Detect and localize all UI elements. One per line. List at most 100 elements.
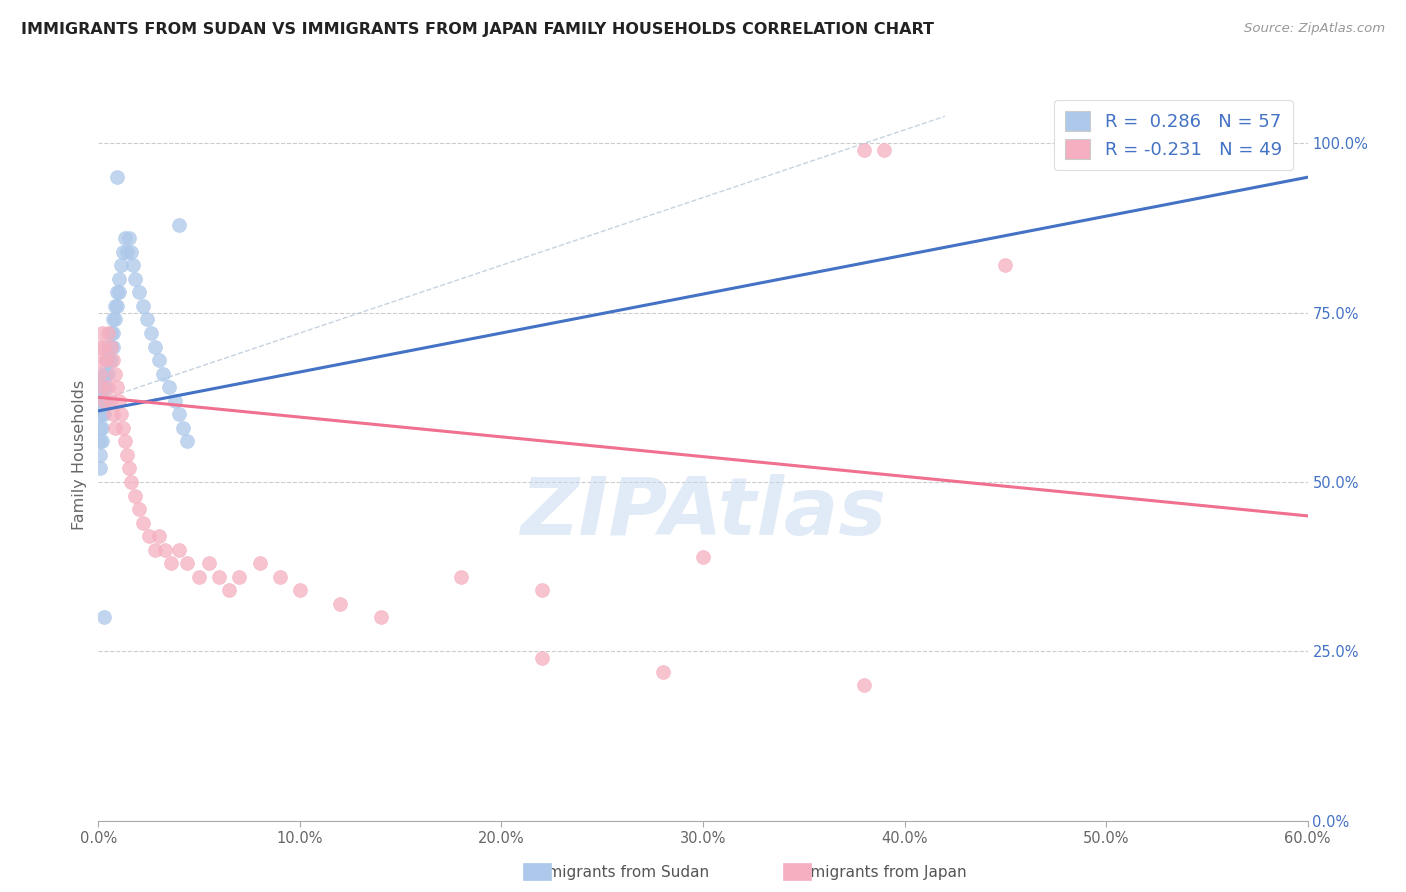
Text: IMMIGRANTS FROM SUDAN VS IMMIGRANTS FROM JAPAN FAMILY HOUSEHOLDS CORRELATION CHA: IMMIGRANTS FROM SUDAN VS IMMIGRANTS FROM… <box>21 22 934 37</box>
Point <box>97 380 120 394</box>
Point <box>93 407 115 421</box>
Point <box>101 312 124 326</box>
Point <box>89 387 111 401</box>
Point <box>101 353 124 368</box>
Point <box>228 570 250 584</box>
Point <box>530 651 553 665</box>
Point <box>105 380 128 394</box>
Point <box>96 353 118 368</box>
Point <box>152 367 174 381</box>
Point <box>135 312 157 326</box>
Point <box>107 393 129 408</box>
Point <box>89 340 111 354</box>
Point <box>143 542 166 557</box>
Point <box>107 272 129 286</box>
Point <box>148 529 170 543</box>
Point <box>269 570 291 584</box>
Point <box>100 326 122 340</box>
Point <box>111 244 134 259</box>
Point <box>124 272 146 286</box>
Point <box>97 367 120 381</box>
Point <box>143 340 166 354</box>
Point <box>128 285 150 300</box>
Point <box>172 421 194 435</box>
Point <box>167 218 190 232</box>
Point <box>198 556 221 570</box>
Point <box>93 340 115 354</box>
Point <box>132 299 155 313</box>
Point <box>208 570 231 584</box>
Point <box>100 353 122 368</box>
Y-axis label: Family Households: Family Households <box>72 380 87 530</box>
Point <box>101 407 124 421</box>
Point <box>651 665 673 679</box>
Point <box>96 393 118 408</box>
Point <box>139 326 162 340</box>
Point <box>91 434 114 449</box>
Point <box>450 570 472 584</box>
Point <box>89 367 111 381</box>
Point <box>97 326 120 340</box>
Point <box>118 231 141 245</box>
Point <box>530 583 553 598</box>
Point <box>157 380 180 394</box>
Point <box>124 489 146 503</box>
Point <box>91 326 114 340</box>
Point <box>100 340 122 354</box>
Point <box>103 421 125 435</box>
Point <box>167 407 190 421</box>
Point <box>89 393 111 408</box>
Point <box>692 549 714 564</box>
Point <box>132 516 155 530</box>
Point <box>91 421 114 435</box>
Point <box>110 407 132 421</box>
Point <box>176 556 198 570</box>
Point <box>160 556 183 570</box>
Point <box>249 556 271 570</box>
Point <box>93 610 115 624</box>
Point <box>93 380 115 394</box>
Point <box>118 461 141 475</box>
Point <box>96 367 118 381</box>
Point <box>89 373 111 387</box>
Point <box>89 461 111 475</box>
Point <box>96 380 118 394</box>
Point <box>114 434 136 449</box>
Point <box>97 340 120 354</box>
Point <box>103 367 125 381</box>
Point <box>121 258 143 272</box>
Point <box>105 170 128 185</box>
Point <box>163 393 186 408</box>
Point <box>100 393 122 408</box>
Point <box>138 529 160 543</box>
Point <box>96 353 118 368</box>
Point <box>89 421 111 435</box>
Point <box>93 393 115 408</box>
Point <box>91 380 114 394</box>
Point <box>120 244 142 259</box>
Point <box>110 258 132 272</box>
Point <box>853 678 876 692</box>
Point <box>107 285 129 300</box>
Point <box>89 434 111 449</box>
Point <box>218 583 240 598</box>
Text: Immigrants from Sudan: Immigrants from Sudan <box>529 865 709 880</box>
Point <box>153 542 176 557</box>
Point <box>91 380 114 394</box>
Point <box>100 340 122 354</box>
Point <box>105 285 128 300</box>
Point <box>101 340 124 354</box>
Point <box>93 367 115 381</box>
Point <box>128 502 150 516</box>
Point <box>853 143 876 157</box>
Legend: R =  0.286   N = 57, R = -0.231   N = 49: R = 0.286 N = 57, R = -0.231 N = 49 <box>1054 100 1292 170</box>
Point <box>873 143 896 157</box>
Point <box>167 542 190 557</box>
Point <box>148 353 170 368</box>
Point <box>176 434 198 449</box>
Point <box>105 299 128 313</box>
Point <box>101 326 124 340</box>
Point <box>89 448 111 462</box>
Text: ZIPAtlas: ZIPAtlas <box>520 475 886 552</box>
Point <box>97 353 120 368</box>
